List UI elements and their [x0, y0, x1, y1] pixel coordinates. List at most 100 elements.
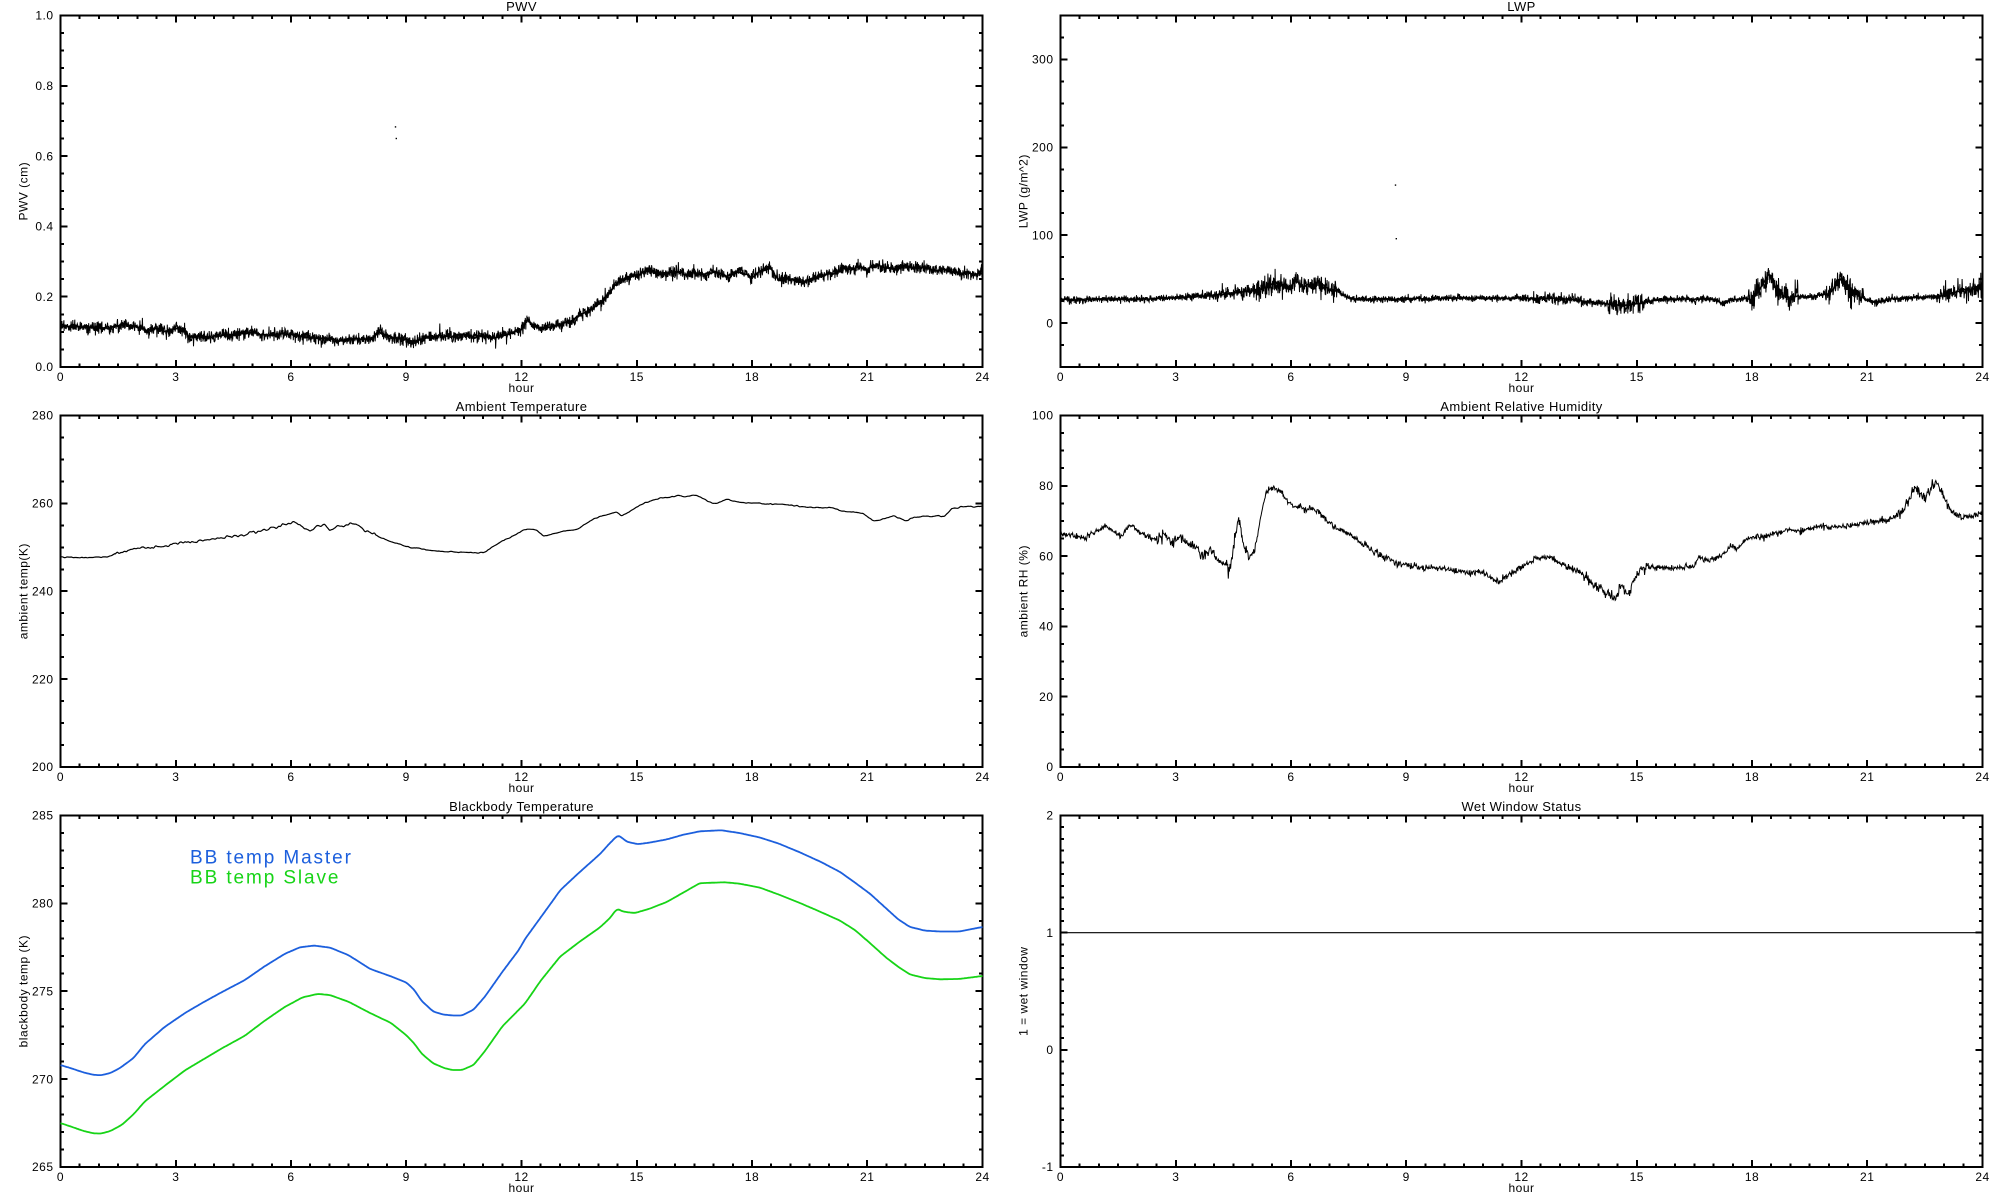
svg-text:hour: hour: [508, 381, 534, 395]
svg-text:0.0: 0.0: [35, 360, 53, 374]
svg-text:LWP (g/m^2): LWP (g/m^2): [1017, 154, 1031, 228]
svg-text:21: 21: [1860, 770, 1874, 784]
svg-text:18: 18: [1745, 770, 1759, 784]
svg-text:3: 3: [1172, 370, 1179, 384]
svg-text:Blackbody Temperature: Blackbody Temperature: [449, 799, 594, 814]
svg-text:15: 15: [630, 370, 644, 384]
svg-text:6: 6: [287, 370, 294, 384]
svg-text:6: 6: [287, 770, 294, 784]
svg-text:280: 280: [32, 409, 54, 423]
svg-text:20: 20: [1039, 690, 1053, 704]
svg-text:6: 6: [1287, 1170, 1294, 1184]
svg-text:270: 270: [32, 1072, 54, 1086]
svg-text:3: 3: [172, 1170, 179, 1184]
svg-text:21: 21: [860, 770, 874, 784]
svg-text:hour: hour: [1508, 381, 1534, 395]
svg-text:0: 0: [1046, 316, 1053, 330]
svg-text:0: 0: [1057, 370, 1064, 384]
svg-text:21: 21: [860, 370, 874, 384]
svg-text:21: 21: [1860, 370, 1874, 384]
svg-text:12: 12: [1514, 370, 1528, 384]
svg-text:3: 3: [172, 370, 179, 384]
svg-text:260: 260: [32, 497, 54, 511]
svg-text:18: 18: [745, 770, 759, 784]
svg-text:24: 24: [975, 1170, 989, 1184]
svg-text:24: 24: [975, 770, 989, 784]
svg-text:18: 18: [1745, 1170, 1759, 1184]
svg-text:21: 21: [860, 1170, 874, 1184]
svg-text:15: 15: [1630, 770, 1644, 784]
svg-text:15: 15: [1630, 370, 1644, 384]
svg-text:1: 1: [1046, 926, 1053, 940]
svg-text:9: 9: [1403, 370, 1410, 384]
svg-text:12: 12: [1514, 1170, 1528, 1184]
svg-text:15: 15: [1630, 1170, 1644, 1184]
svg-text:275: 275: [32, 985, 54, 999]
svg-text:40: 40: [1039, 620, 1053, 634]
svg-text:12: 12: [1514, 770, 1528, 784]
svg-text:3: 3: [172, 770, 179, 784]
svg-text:0: 0: [57, 1170, 64, 1184]
svg-text:BB temp Master: BB temp Master: [190, 848, 353, 869]
svg-text:24: 24: [1975, 370, 1989, 384]
svg-text:240: 240: [32, 585, 54, 599]
svg-text:6: 6: [1287, 370, 1294, 384]
svg-text:0.4: 0.4: [35, 220, 53, 234]
svg-text:hour: hour: [1508, 1181, 1534, 1195]
svg-text:2: 2: [1046, 809, 1053, 823]
svg-text:ambient temp(K): ambient temp(K): [17, 543, 31, 639]
svg-text:9: 9: [403, 770, 410, 784]
svg-text:6: 6: [1287, 770, 1294, 784]
svg-text:80: 80: [1039, 479, 1053, 493]
svg-text:9: 9: [1403, 770, 1410, 784]
svg-text:9: 9: [1403, 1170, 1410, 1184]
svg-text:60: 60: [1039, 549, 1053, 563]
svg-text:3: 3: [1172, 770, 1179, 784]
svg-text:0: 0: [1046, 1043, 1053, 1057]
svg-text:18: 18: [745, 370, 759, 384]
svg-text:-1: -1: [1042, 1160, 1054, 1174]
svg-text:300: 300: [1032, 53, 1054, 67]
svg-text:100: 100: [1032, 409, 1054, 423]
svg-text:0: 0: [1046, 760, 1053, 774]
svg-text:hour: hour: [508, 1181, 534, 1195]
svg-text:18: 18: [1745, 370, 1759, 384]
svg-text:0: 0: [1057, 1170, 1064, 1184]
svg-text:PWV (cm): PWV (cm): [17, 162, 31, 221]
svg-text:21: 21: [1860, 1170, 1874, 1184]
svg-text:285: 285: [32, 809, 54, 823]
svg-text:9: 9: [403, 370, 410, 384]
svg-text:LWP: LWP: [1507, 0, 1535, 14]
svg-text:1.0: 1.0: [35, 9, 53, 23]
svg-text:Ambient Temperature: Ambient Temperature: [456, 399, 588, 414]
svg-text:0: 0: [1057, 770, 1064, 784]
svg-text:0.2: 0.2: [35, 290, 53, 304]
svg-text:200: 200: [32, 760, 54, 774]
svg-text:Wet Window Status: Wet Window Status: [1462, 799, 1582, 814]
svg-text:12: 12: [514, 1170, 528, 1184]
svg-text:200: 200: [1032, 141, 1054, 155]
svg-text:0: 0: [57, 770, 64, 784]
svg-text:12: 12: [514, 770, 528, 784]
svg-text:6: 6: [287, 1170, 294, 1184]
svg-text:0.8: 0.8: [35, 79, 53, 93]
svg-text:1 = wet window: 1 = wet window: [1017, 947, 1031, 1036]
svg-text:hour: hour: [508, 781, 534, 795]
svg-text:15: 15: [630, 770, 644, 784]
svg-text:9: 9: [403, 1170, 410, 1184]
svg-text:24: 24: [1975, 1170, 1989, 1184]
svg-text:0.6: 0.6: [35, 149, 53, 163]
svg-text:Ambient Relative Humidity: Ambient Relative Humidity: [1440, 399, 1603, 414]
svg-text:ambient RH (%): ambient RH (%): [1017, 545, 1031, 637]
svg-text:18: 18: [745, 1170, 759, 1184]
svg-text:hour: hour: [1508, 781, 1534, 795]
svg-text:24: 24: [1975, 770, 1989, 784]
svg-text:BB temp Slave: BB temp Slave: [190, 868, 340, 889]
svg-text:265: 265: [32, 1160, 54, 1174]
svg-text:24: 24: [975, 370, 989, 384]
svg-text:100: 100: [1032, 228, 1054, 242]
svg-text:0: 0: [57, 370, 64, 384]
svg-text:PWV: PWV: [506, 0, 537, 14]
svg-text:220: 220: [32, 672, 54, 686]
svg-text:12: 12: [514, 370, 528, 384]
